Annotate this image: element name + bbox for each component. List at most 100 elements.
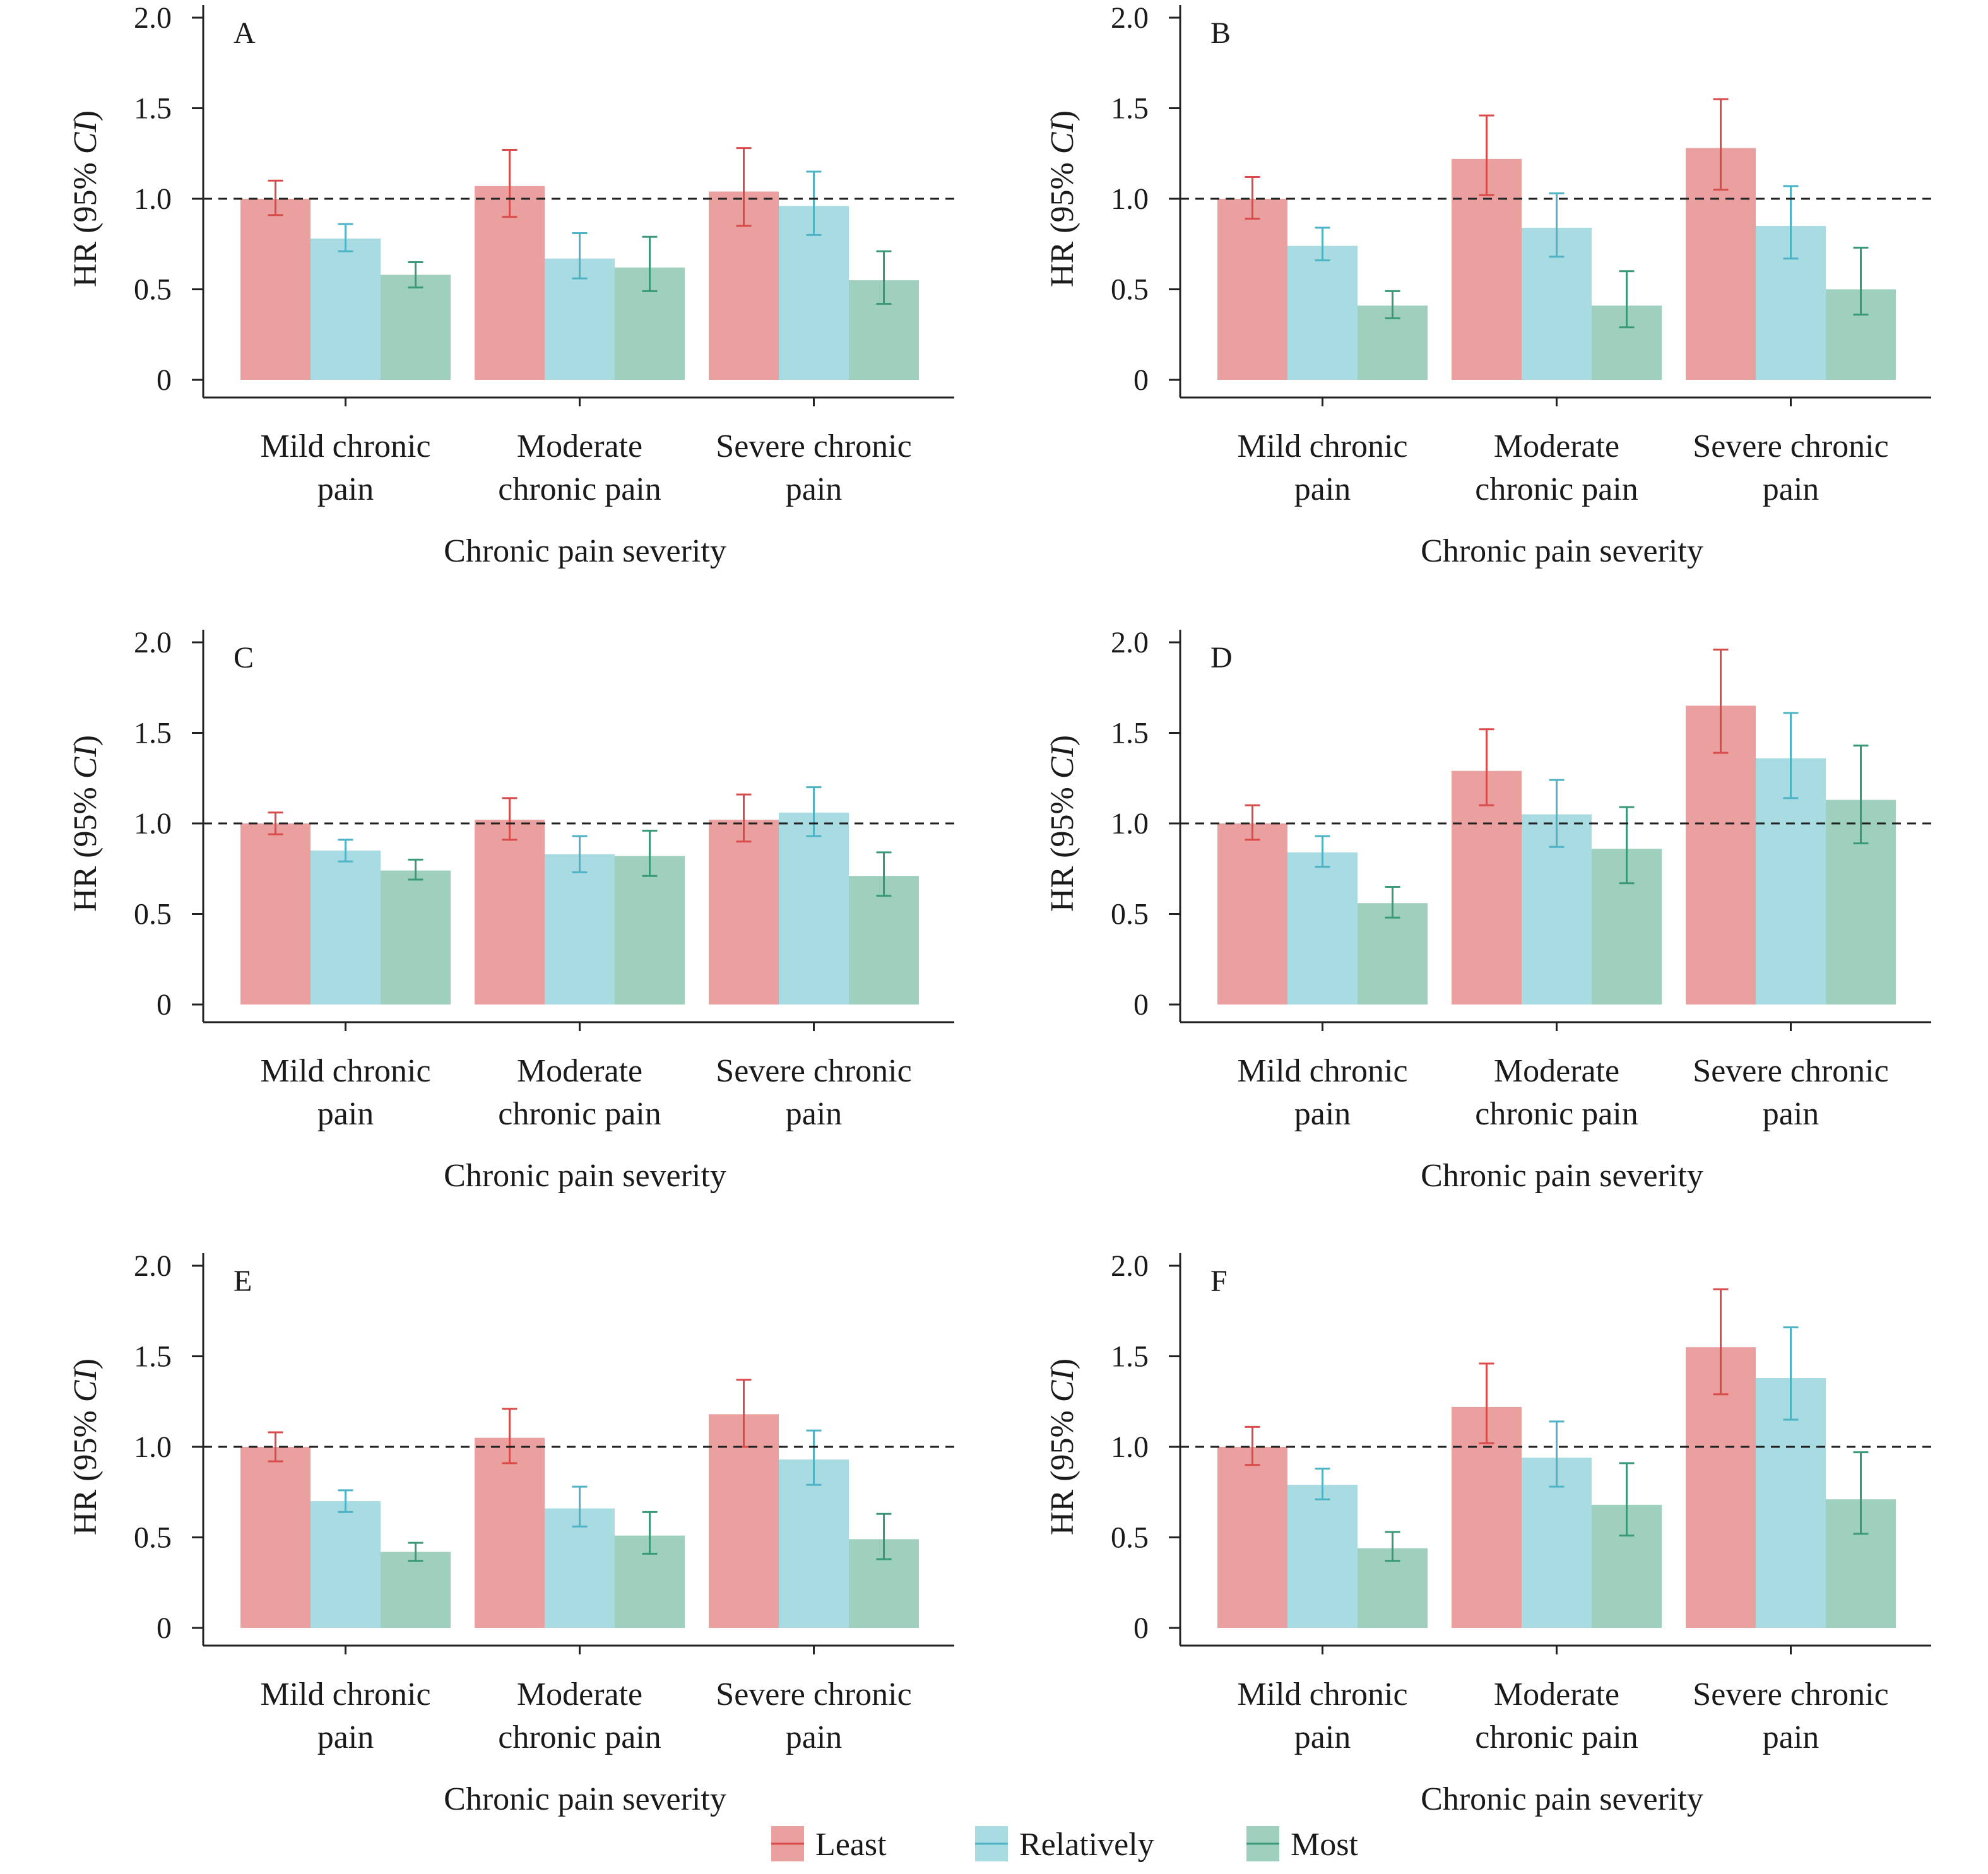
bar-d-relatively-1	[1287, 852, 1358, 1005]
bar-e-least-2	[475, 1438, 545, 1628]
x-tick-label: Mild chronic	[1237, 1677, 1407, 1712]
y-axis-title: HR (95% CI)	[1044, 1358, 1080, 1535]
y-tick-label: 0.5	[134, 1521, 172, 1555]
x-axis-title: Chronic pain severity	[1421, 1781, 1703, 1817]
x-tick-label: pain	[1294, 1719, 1351, 1755]
x-tick-label: Moderate	[1494, 1677, 1619, 1712]
y-tick-label: 1.5	[134, 1340, 172, 1374]
y-tick-label: 0	[1133, 363, 1149, 397]
bar-c-relatively-3	[779, 813, 849, 1005]
x-tick-label: chronic pain	[1475, 1096, 1638, 1132]
x-tick-label: Mild chronic	[260, 428, 430, 464]
bar-f-least-1	[1217, 1447, 1287, 1628]
x-tick-label: Moderate	[1494, 428, 1619, 464]
y-tick-label: 2.0	[1111, 626, 1149, 659]
y-tick-label: 1.5	[1111, 717, 1149, 750]
y-axis-title: HR (95% CI)	[1044, 735, 1080, 912]
x-tick-label: Severe chronic	[1693, 1677, 1888, 1712]
y-tick-label: 1.5	[134, 92, 172, 126]
y-tick-label: 1.0	[1111, 182, 1149, 216]
y-tick-label: 1.5	[1111, 1340, 1149, 1374]
panel-letter: B	[1210, 16, 1231, 50]
y-tick-label: 0	[157, 988, 172, 1022]
x-tick-label: pain	[1763, 471, 1819, 507]
x-tick-label: pain	[786, 1096, 843, 1132]
y-tick-label: 0	[157, 1612, 172, 1645]
y-tick-label: 2.0	[1111, 1249, 1149, 1283]
bar-b-least-1	[1217, 199, 1287, 380]
x-tick-label: Mild chronic	[260, 1053, 430, 1089]
y-tick-label: 0	[1133, 988, 1149, 1022]
x-tick-label: Moderate	[1494, 1053, 1619, 1089]
x-axis-title: Chronic pain severity	[1421, 1158, 1703, 1194]
y-axis-title: HR (95% CI)	[68, 1358, 104, 1535]
x-tick-label: pain	[786, 471, 843, 507]
x-axis-title: Chronic pain severity	[444, 1781, 726, 1817]
panel-letter: D	[1210, 641, 1233, 675]
y-tick-label: 1.5	[1111, 92, 1149, 126]
bar-e-most-1	[381, 1552, 451, 1628]
panel-letter: F	[1210, 1264, 1228, 1298]
x-tick-label: Severe chronic	[716, 1053, 911, 1089]
bar-a-relatively-1	[311, 239, 381, 380]
legend-label-least: Least	[815, 1827, 887, 1863]
x-tick-label: Severe chronic	[716, 428, 911, 464]
x-tick-label: Mild chronic	[1237, 1053, 1407, 1089]
bar-c-relatively-2	[545, 854, 615, 1005]
x-tick-label: chronic pain	[1475, 471, 1638, 507]
y-tick-label: 1.5	[134, 717, 172, 750]
x-tick-label: Mild chronic	[260, 1677, 430, 1712]
x-tick-label: chronic pain	[1475, 1719, 1638, 1755]
x-tick-label: pain	[1763, 1719, 1819, 1755]
bar-b-relatively-1	[1287, 246, 1358, 380]
x-tick-label: chronic pain	[498, 1719, 661, 1755]
bar-c-least-1	[240, 823, 311, 1005]
bar-a-least-1	[240, 199, 311, 380]
y-axis-title: HR (95% CI)	[68, 110, 104, 287]
x-tick-label: pain	[1294, 1096, 1351, 1132]
y-tick-label: 2.0	[134, 1249, 172, 1283]
y-tick-label: 2.0	[134, 626, 172, 659]
x-tick-label: pain	[1763, 1096, 1819, 1132]
x-axis-title: Chronic pain severity	[1421, 533, 1703, 569]
x-tick-label: Mild chronic	[1237, 428, 1407, 464]
bar-e-least-1	[240, 1447, 311, 1628]
x-tick-label: chronic pain	[498, 471, 661, 507]
panel-f: 0 0.5 1.0 1.5 2.0 HR (95% CI) Mild chronic pain…	[1044, 1249, 1931, 1817]
panel-e: 0 0.5 1.0 1.5 2.0 HR (95% CI) Mild chronic pain…	[68, 1249, 954, 1817]
panel-letter: A	[234, 16, 256, 50]
panel-letter: E	[234, 1264, 252, 1298]
y-axis-title: HR (95% CI)	[68, 735, 104, 912]
legend-label-most: Most	[1291, 1827, 1358, 1863]
y-tick-label: 0.5	[1111, 898, 1149, 931]
legend-label-relatively: Relatively	[1019, 1827, 1154, 1863]
y-tick-label: 0.5	[134, 273, 172, 307]
y-tick-label: 0	[157, 363, 172, 397]
y-tick-label: 0.5	[1111, 273, 1149, 307]
x-tick-label: pain	[317, 471, 374, 507]
x-tick-label: Moderate	[517, 1053, 642, 1089]
x-tick-label: pain	[786, 1719, 843, 1755]
figure: 0 0.5 1.0 1.5 2.0 HR (95% CI) Mild chronic pain…	[0, 0, 1988, 1874]
y-tick-label: 2.0	[134, 1, 172, 35]
bar-d-least-1	[1217, 823, 1287, 1005]
y-tick-label: 1.0	[1111, 807, 1149, 840]
x-axis-title: Chronic pain severity	[444, 1158, 726, 1194]
bar-c-least-3	[709, 820, 779, 1005]
bar-a-most-1	[381, 275, 451, 380]
x-tick-label: Severe chronic	[1693, 1053, 1888, 1089]
bar-c-most-1	[381, 871, 451, 1005]
panel-b: 0 0.5 1.0 1.5 2.0 HR (95% CI) Mild chronic pain…	[1044, 1, 1931, 569]
x-tick-label: pain	[317, 1096, 374, 1132]
x-tick-label: chronic pain	[498, 1096, 661, 1132]
y-tick-label: 2.0	[1111, 1, 1149, 35]
y-tick-label: 1.0	[134, 182, 172, 216]
legend: Least Relatively Most	[771, 1826, 1358, 1863]
x-axis-title: Chronic pain severity	[444, 533, 726, 569]
x-tick-label: Moderate	[517, 428, 642, 464]
panel-d: 0 0.5 1.0 1.5 2.0 HR (95% CI) Mild chronic pain…	[1044, 626, 1931, 1194]
bar-c-relatively-1	[311, 851, 381, 1005]
y-tick-label: 1.0	[134, 807, 172, 840]
bar-c-least-2	[475, 820, 545, 1005]
x-tick-label: Moderate	[517, 1677, 642, 1712]
